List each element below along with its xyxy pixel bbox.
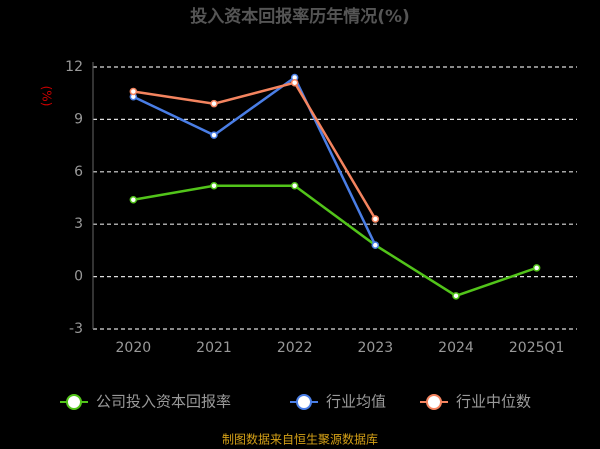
- data-point: [371, 241, 380, 249]
- y-tick-label: 0: [74, 269, 83, 285]
- y-tick-label: 3: [74, 216, 83, 232]
- data-point: [371, 215, 380, 223]
- data-point: [210, 131, 218, 139]
- legend-marker: [426, 394, 442, 410]
- footer: 制图数据来自恒生聚源数据库: [222, 432, 378, 447]
- y-tick-label: 12: [65, 59, 83, 75]
- y-axis-label: (%): [40, 86, 54, 107]
- data-point: [129, 87, 138, 96]
- chart-title: 投入资本回报率历年情况(%): [190, 6, 410, 27]
- series-line: [133, 81, 377, 220]
- series-line: [132, 75, 377, 246]
- legend-label: 公司投入资本回报率: [96, 393, 231, 411]
- y-tick-label: 6: [74, 164, 83, 180]
- data-point: [452, 292, 460, 300]
- x-tick-label: 2023: [358, 340, 394, 356]
- x-tick-label: 2022: [277, 340, 313, 356]
- data-point: [290, 182, 299, 190]
- data-point: [532, 264, 541, 272]
- x-tick-label: 2021: [196, 340, 232, 356]
- legend-marker: [296, 394, 312, 410]
- legend-label: 行业均值: [326, 393, 386, 411]
- series-line: [133, 184, 538, 298]
- data-point: [290, 78, 299, 87]
- legend-marker: [66, 394, 82, 410]
- legend-label: 行业中位数: [456, 393, 531, 411]
- data-point: [210, 182, 218, 190]
- y-tick-label: -3: [69, 321, 83, 337]
- data-point: [129, 195, 138, 204]
- y-tick-label: 9: [74, 111, 83, 127]
- data-point: [210, 99, 218, 108]
- x-tick-label: 2025Q1: [509, 340, 565, 356]
- x-tick-label: 2024: [438, 340, 474, 356]
- x-tick-label: 2020: [116, 340, 152, 356]
